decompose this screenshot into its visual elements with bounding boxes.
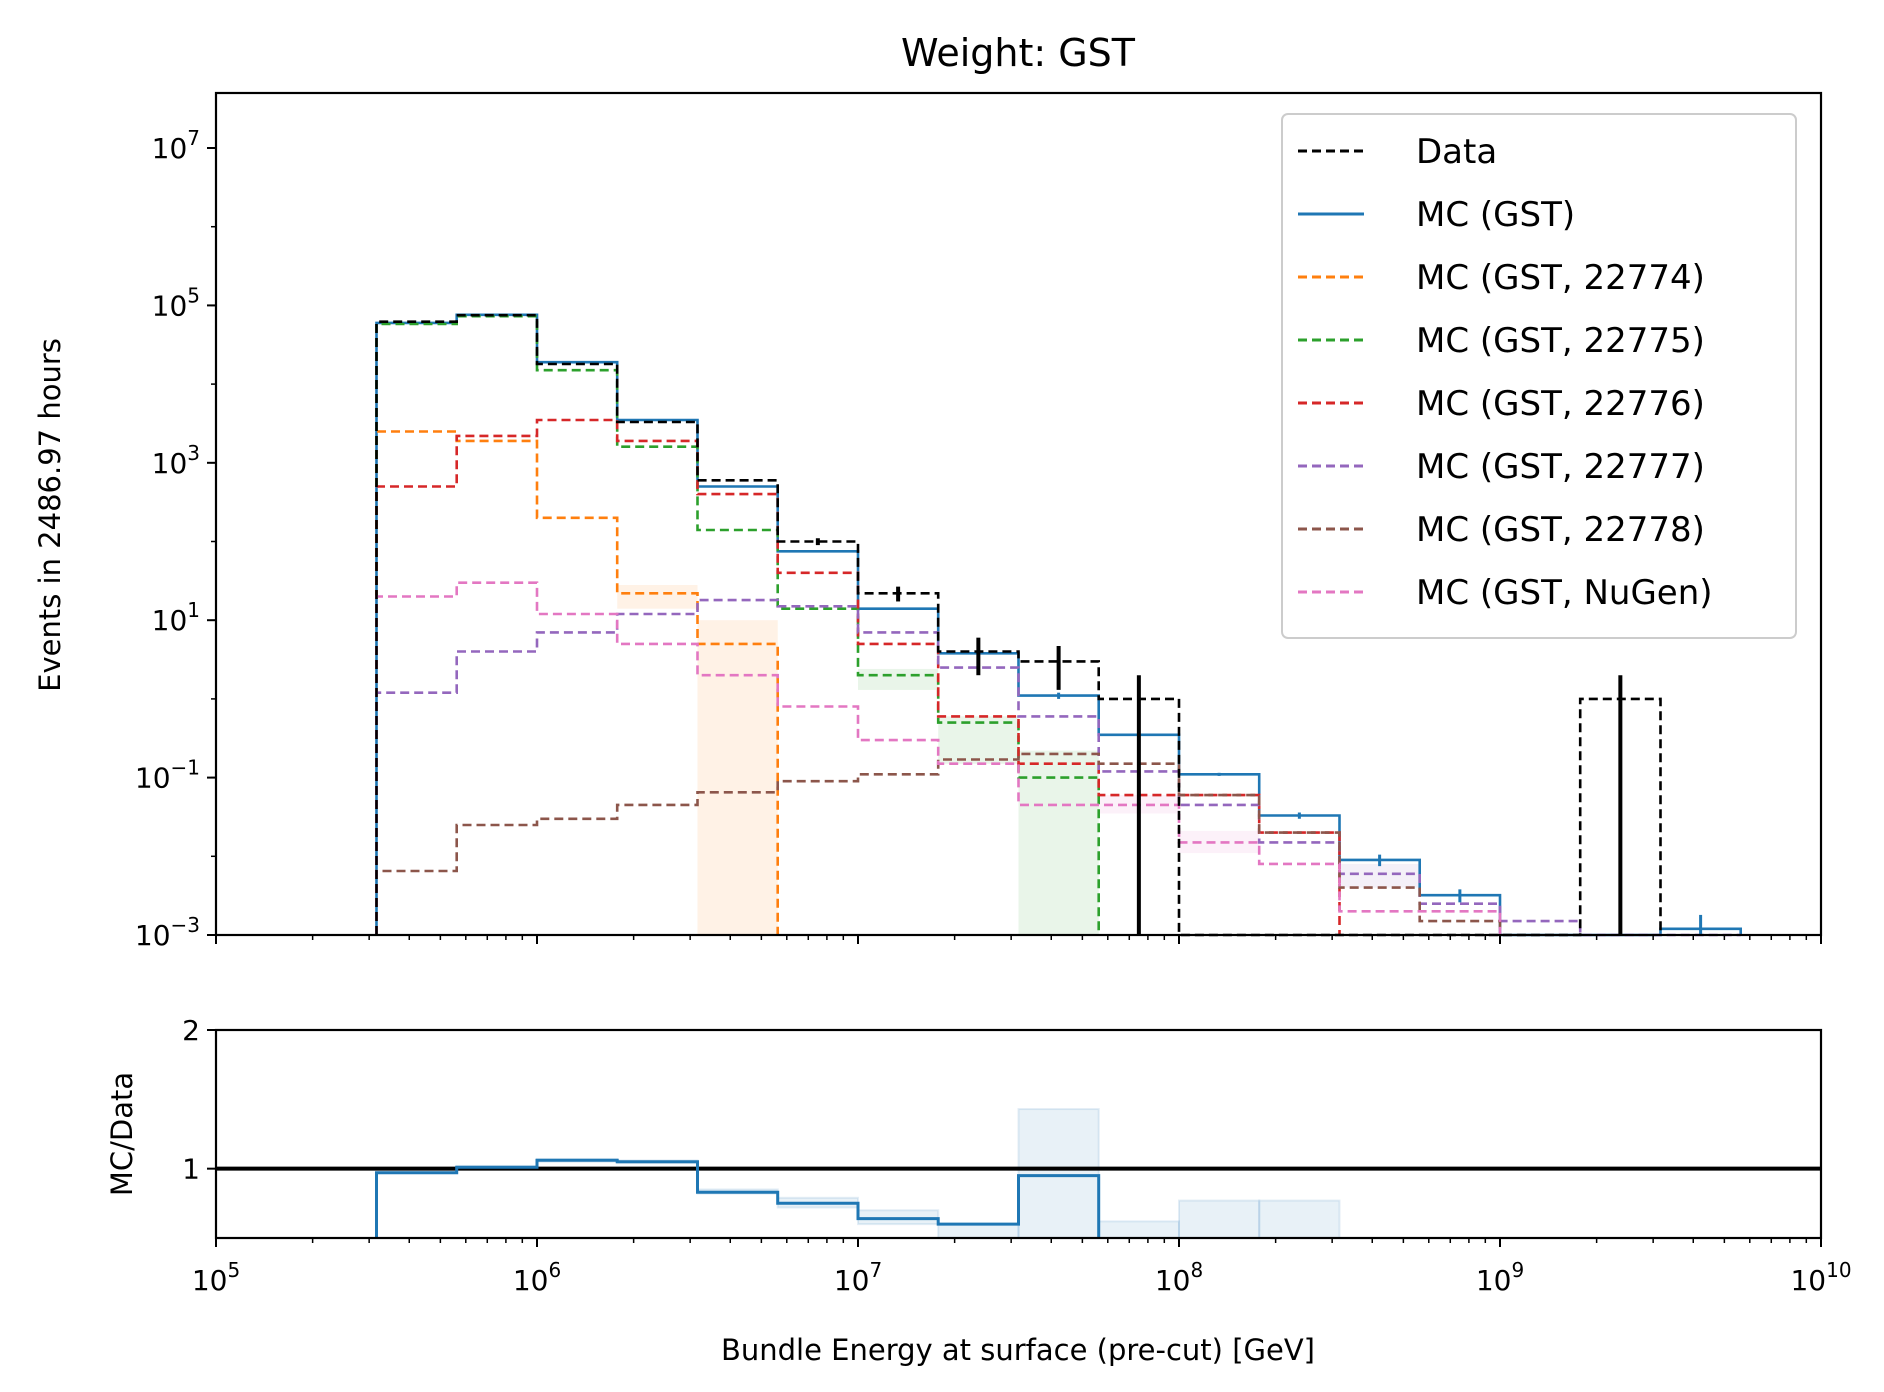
- main-series-group: [375, 313, 1742, 937]
- ratio-x-ticks: 105 106 107 108 109 1010: [192, 1238, 1852, 1297]
- band-mc-gst-22775-bin-8: [858, 668, 939, 690]
- ratio-band-bin-10: [1178, 1199, 1261, 1240]
- y-tick-label-1e7: 107: [152, 126, 200, 165]
- legend-label-mc-gst-22776: MC (GST, 22776): [1416, 384, 1705, 424]
- y-tick-label-1e5: 105: [152, 283, 200, 322]
- series-line-mc-gst-nugen: [375, 581, 1502, 935]
- ratio-band-bin-8: [1017, 1108, 1100, 1240]
- legend-box: [1281, 113, 1797, 639]
- x-tick-label-1e5: 105: [192, 1258, 240, 1297]
- chart-title: Weight: GST: [901, 31, 1136, 75]
- ratio-y-tick-label-1: 1: [182, 1153, 200, 1186]
- series-line-mc-gst-22775: [375, 314, 1100, 935]
- y-tick-label-1e−3: 10−3: [135, 913, 200, 952]
- legend-label-mc-gst: MC (GST): [1416, 195, 1575, 235]
- main-y-ticks: 107 105 103 101 10−1 10−3: [135, 126, 216, 952]
- main-x-ticks: [215, 935, 1822, 944]
- legend-label-mc-gst-22774: MC (GST, 22774): [1416, 258, 1705, 298]
- legend-label-data: Data: [1416, 132, 1497, 172]
- main-panel: 107 105 103 101 10−1 10−3 Weight: GST Events …: [33, 31, 1823, 952]
- main-errorbars: [815, 538, 1703, 935]
- ratio-y-ticks: 21: [182, 1014, 216, 1186]
- main-y-axis-label: Events in 2486.97 hours: [33, 338, 67, 692]
- x-tick-label-1e6: 106: [513, 1258, 561, 1297]
- band-mc-gst-nugen-bin-12: [1179, 830, 1260, 854]
- band-mc-gst-22775-bin-10: [1018, 750, 1099, 935]
- y-tick-label-1e1: 101: [152, 598, 200, 637]
- series-line-mc-gst-22778: [375, 752, 1502, 935]
- y-tick-label-1e3: 103: [152, 441, 200, 480]
- ratio-uncertainty-band: [375, 1108, 1341, 1240]
- ratio-panel: 105 106 107 108 109 1010 21 MC/Data Bundle En…: [105, 1014, 1852, 1367]
- legend-label-mc-gst-22777: MC (GST, 22777): [1416, 447, 1705, 487]
- ratio-y-tick-label-2: 2: [182, 1014, 200, 1047]
- ratio-band-bin-7: [937, 1223, 1020, 1239]
- band-mc-gst-22777-bin-14: [1339, 863, 1420, 888]
- legend-label-mc-gst-nugen: MC (GST, NuGen): [1416, 573, 1713, 613]
- ratio-band-bin-11: [1258, 1199, 1341, 1240]
- x-tick-label-1e9: 109: [1476, 1258, 1524, 1297]
- x-tick-label-1e8: 108: [1155, 1258, 1203, 1297]
- ratio-line-mc-over-data: [375, 1158, 1101, 1238]
- series-line-mc-gst-22774: [375, 430, 779, 935]
- ratio-y-axis-label: MC/Data: [105, 1072, 139, 1196]
- band-mc-gst-22774-bin-5: [617, 585, 698, 609]
- ratio-plot-frame: [214, 1028, 1823, 1240]
- x-axis-label: Bundle Energy at surface (pre-cut) [GeV]: [721, 1333, 1315, 1367]
- x-tick-label-1e7: 107: [834, 1258, 882, 1297]
- main-plot-frame: [214, 91, 1823, 937]
- y-tick-label-1e−1: 10−1: [135, 756, 200, 795]
- legend-label-mc-gst-22775: MC (GST, 22775): [1416, 321, 1705, 361]
- legend-label-mc-gst-22778: MC (GST, 22778): [1416, 510, 1705, 550]
- band-mc-gst-22774-bin-6: [697, 620, 778, 935]
- series-line-mc-gst-22777: [375, 598, 1741, 937]
- ratio-band-bin-9: [1097, 1220, 1180, 1239]
- band-mc-gst-22775-bin-9: [938, 716, 1019, 764]
- ratio-series-group: [375, 1158, 1101, 1238]
- legend: Data MC (GST) MC (GST, 22774) MC (GST, 2277…: [1281, 113, 1797, 639]
- x-tick-label-1e10: 1010: [1790, 1258, 1851, 1297]
